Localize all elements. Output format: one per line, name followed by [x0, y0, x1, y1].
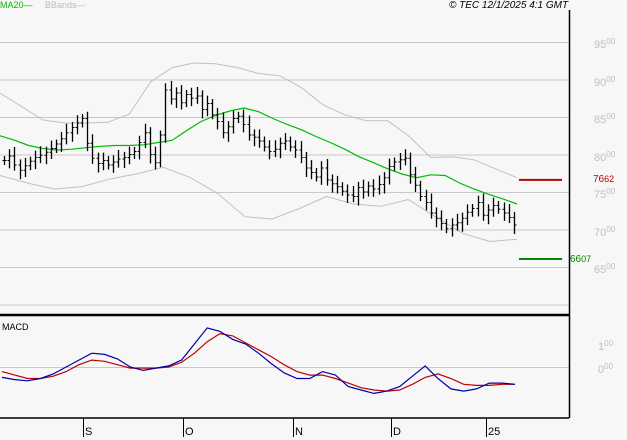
macd-polyline — [1, 327, 516, 395]
price-axis-label: 9000 — [594, 74, 616, 89]
chart-frame — [0, 10, 571, 419]
bollinger-bands — [0, 62, 518, 243]
macd-axis-label: 100 — [598, 339, 614, 353]
macd-panel-label: MACD — [2, 322, 29, 332]
resistance-level-label: 7662 — [593, 174, 615, 185]
x-axis-label: N — [295, 426, 303, 438]
x-axis-label: S — [85, 426, 93, 438]
price-axis-label: 9500 — [594, 37, 616, 51]
price-axis-label: 6500 — [594, 262, 616, 276]
macd-axis-label: 000 — [598, 362, 614, 376]
bband-upper-polyline — [0, 62, 518, 179]
support-resistance-lines — [519, 178, 562, 260]
legend-bbands: BBands— — [45, 0, 86, 10]
macd-signal-polyline — [1, 332, 515, 392]
x-axis-label: O — [185, 426, 194, 438]
macd-lines — [0, 327, 569, 395]
price-bars — [2, 81, 517, 237]
legend-ma20: MA20— — [0, 0, 33, 10]
support-level-label: 6607 — [570, 254, 592, 265]
ma20-line — [0, 107, 518, 205]
chart-legend: MA20— BBands— — [0, 0, 86, 11]
price-axis-label: 8000 — [594, 149, 616, 164]
copyright-timestamp: © TEC 12/1/2025 4:1 GMT — [449, 0, 569, 11]
price-axis-label: 8500 — [594, 112, 616, 126]
x-axis-ticks — [83, 418, 487, 437]
ma20-polyline — [0, 107, 518, 205]
price-axis-label: 7000 — [594, 224, 616, 239]
price-axis-label: 7500 — [594, 187, 616, 201]
price-gridlines — [0, 42, 569, 306]
x-axis-label: D — [393, 426, 401, 438]
x-axis-label: 25 — [488, 426, 501, 438]
